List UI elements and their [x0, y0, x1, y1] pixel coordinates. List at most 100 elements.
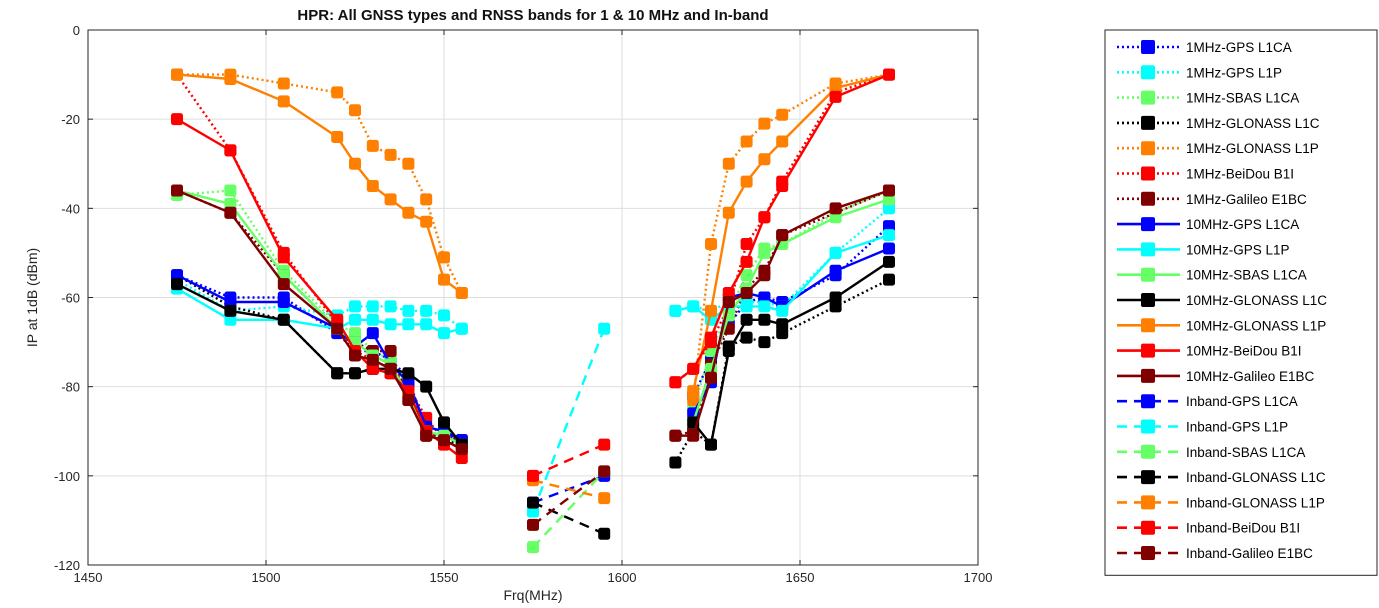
- legend-label: 10MHz-SBAS L1CA: [1186, 268, 1307, 283]
- legend-item: Inband-GLONASS L1P: [1117, 495, 1325, 510]
- legend-item: 10MHz-GPS L1P: [1117, 242, 1290, 257]
- legend-label: 10MHz-BeiDou B1I: [1186, 344, 1302, 359]
- legend-label: Inband-SBAS L1CA: [1186, 445, 1305, 460]
- data-point: [758, 117, 771, 130]
- data-point: [224, 304, 237, 317]
- data-point: [331, 322, 344, 335]
- legend-item: 1MHz-SBAS L1CA: [1117, 90, 1299, 106]
- legend-marker: [1141, 166, 1155, 181]
- legend-item: Inband-GLONASS L1C: [1117, 470, 1326, 485]
- data-point: [349, 349, 361, 362]
- legend-marker: [1141, 65, 1155, 80]
- data-point: [349, 313, 361, 326]
- data-point: [366, 180, 379, 193]
- legend-item: 10MHz-GLONASS L1C: [1117, 293, 1327, 308]
- legend-marker: [1141, 444, 1155, 459]
- data-point: [224, 184, 237, 197]
- series-layer: [171, 68, 895, 554]
- data-point: [420, 215, 433, 228]
- legend-item: 1MHz-GPS L1CA: [1117, 40, 1292, 55]
- data-point: [669, 456, 682, 469]
- legend-item: Inband-GPS L1P: [1117, 419, 1288, 435]
- data-point: [384, 193, 397, 206]
- data-point: [829, 246, 842, 259]
- data-point: [277, 278, 290, 291]
- data-point: [349, 367, 361, 380]
- data-point: [829, 264, 842, 277]
- series-line: [692, 260, 890, 446]
- legend: 1MHz-GPS L1CA 1MHz-GPS L1P 1MHz-SBAS L1CA 1…: [1104, 29, 1378, 576]
- y-tick-label: -20: [61, 112, 80, 127]
- data-point: [776, 180, 789, 193]
- x-tick-label: 1700: [964, 570, 993, 585]
- series-11: [171, 68, 895, 398]
- legend-label: Inband-GLONASS L1P: [1186, 495, 1325, 510]
- data-point: [758, 269, 771, 282]
- data-point: [740, 331, 753, 344]
- legend-label: Inband-Galileo E1BC: [1186, 546, 1313, 561]
- data-point: [705, 304, 717, 317]
- legend-marker: [1141, 141, 1155, 156]
- data-point: [420, 318, 433, 331]
- data-point: [420, 429, 433, 442]
- data-point: [687, 429, 700, 442]
- legend-marker: [1141, 470, 1155, 485]
- series-line: [674, 73, 890, 384]
- data-point: [883, 68, 895, 81]
- data-point: [758, 313, 771, 326]
- data-point: [171, 68, 183, 81]
- data-point: [722, 157, 735, 170]
- y-axis-label: IP at 1dB (dBm): [24, 248, 40, 347]
- series-line: [532, 470, 605, 526]
- series-line: [532, 443, 605, 477]
- legend-marker: [1141, 318, 1155, 333]
- data-point: [687, 385, 700, 398]
- legend-item: 1MHz-BeiDou B1I: [1117, 166, 1294, 182]
- data-point: [776, 135, 789, 148]
- data-point: [366, 327, 379, 340]
- data-point: [277, 95, 290, 108]
- data-point: [438, 251, 450, 264]
- data-point: [402, 157, 415, 170]
- series-line: [692, 73, 890, 392]
- legend-item: 1MHz-Galileo E1BC: [1117, 191, 1307, 207]
- data-point: [598, 438, 611, 451]
- data-point: [776, 229, 789, 242]
- legend-marker: [1141, 293, 1155, 307]
- data-point: [883, 184, 895, 197]
- legend-marker: [1141, 40, 1155, 54]
- data-point: [705, 238, 717, 250]
- data-point: [171, 184, 183, 197]
- data-point: [349, 300, 361, 313]
- legend-item: Inband-SBAS L1CA: [1117, 444, 1305, 460]
- legend-marker: [1141, 495, 1155, 510]
- data-point: [758, 153, 771, 166]
- data-point: [740, 287, 753, 300]
- legend-marker: [1141, 217, 1155, 232]
- series-line: [692, 198, 890, 423]
- data-point: [740, 238, 753, 250]
- y-tick-label: 0: [73, 23, 80, 38]
- data-point: [384, 345, 397, 357]
- y-tick-label: -80: [61, 380, 80, 395]
- data-point: [598, 322, 611, 335]
- data-point: [277, 251, 290, 264]
- data-point: [687, 300, 700, 313]
- legend-item: Inband-BeiDou B1I: [1117, 520, 1300, 536]
- data-point: [883, 273, 895, 286]
- data-point: [527, 518, 539, 531]
- x-tick-label: 1500: [252, 570, 281, 585]
- chart-title: HPR: All GNSS types and RNSS bands for 1…: [297, 7, 768, 24]
- legend-label: 10MHz-Galileo E1BC: [1186, 369, 1315, 384]
- data-point: [384, 318, 397, 331]
- data-point: [722, 295, 735, 308]
- data-point: [883, 229, 895, 242]
- series-line: [532, 501, 605, 535]
- data-point: [384, 362, 397, 375]
- legend-label: Inband-BeiDou B1I: [1186, 521, 1300, 536]
- legend-marker: [1141, 267, 1155, 282]
- legend-label: Inband-GPS L1CA: [1186, 394, 1298, 409]
- data-point: [331, 367, 344, 380]
- legend-label: 10MHz-GPS L1CA: [1186, 217, 1299, 232]
- data-point: [669, 376, 682, 389]
